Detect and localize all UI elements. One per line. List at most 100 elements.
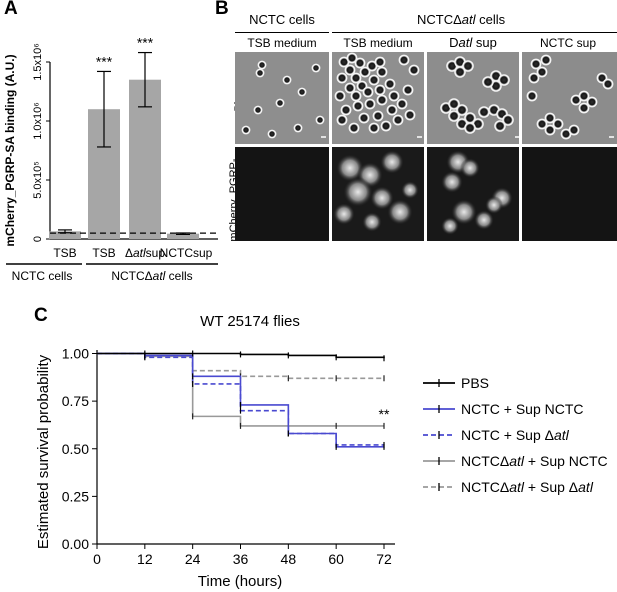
x-tick-label: 48 — [281, 551, 297, 567]
category-label: Δatlsup — [125, 246, 165, 260]
cell — [463, 61, 473, 71]
cell — [268, 130, 276, 138]
cell — [457, 119, 467, 129]
fluorescent-cell — [441, 217, 459, 235]
cell — [465, 123, 475, 133]
cell — [387, 105, 397, 115]
cell — [455, 57, 465, 67]
legend-label: NCTCΔatl + Sup Δatl — [461, 479, 594, 495]
cell — [276, 99, 284, 107]
cell — [553, 119, 563, 129]
fluorescent-cell — [343, 177, 373, 207]
cell — [369, 75, 379, 85]
x-tick-label: 12 — [137, 551, 153, 567]
cell — [367, 61, 377, 71]
y-tick-label: 0 — [32, 236, 44, 242]
fluorescent-cell — [333, 203, 355, 225]
cell — [377, 67, 387, 77]
cell — [587, 97, 597, 107]
cell — [373, 111, 383, 121]
column-label-tsb-2: TSB medium — [343, 36, 413, 50]
cell — [353, 101, 363, 111]
micrograph-panel: NCTC cells NCTCΔatl cells TSB medium TSB… — [228, 0, 617, 245]
cell — [389, 91, 399, 101]
cell — [455, 67, 465, 77]
cell — [347, 53, 357, 63]
category-label: NCTCsup — [160, 246, 213, 260]
cell — [495, 121, 505, 131]
group-label: NCTCΔatl cells — [111, 269, 192, 283]
header-nctc-atl-cells: NCTCΔatl cells — [417, 12, 506, 27]
column-label-nctc-sup: NCTC sup — [539, 36, 596, 50]
fluorescent-cell — [401, 181, 419, 199]
cell — [312, 64, 320, 72]
survival-line — [97, 352, 384, 448]
fluor-image-1 — [235, 147, 329, 241]
cell — [345, 83, 355, 93]
panel-letter-a: A — [4, 0, 18, 19]
cell — [457, 105, 467, 115]
fluorescent-cell — [460, 158, 480, 178]
legend-label: NCTCΔatl + Sup NCTC — [461, 453, 608, 469]
cell — [569, 125, 579, 135]
cell — [479, 107, 489, 117]
cell — [294, 124, 302, 132]
cell — [258, 61, 266, 69]
cell — [447, 61, 457, 71]
fluorescent-cell — [474, 210, 494, 230]
survival-chart: WT 25174 flies 0.00 0.25 0.50 0.75 1.00 0 12 24 3… — [35, 313, 608, 590]
cell — [357, 81, 367, 91]
cell — [381, 121, 391, 131]
cell — [531, 59, 541, 69]
cell — [537, 119, 547, 129]
cell — [499, 75, 509, 85]
cell — [256, 69, 264, 77]
fluorescent-cell — [451, 199, 477, 225]
significance-label: *** — [96, 53, 113, 69]
cell — [393, 115, 403, 125]
x-tick-label: 0 — [93, 551, 101, 567]
cell — [399, 55, 409, 65]
y-tick-label: 0.25 — [62, 488, 89, 504]
fluor-image-4 — [522, 147, 617, 241]
cell — [254, 106, 262, 114]
cell — [597, 73, 607, 83]
bar — [167, 233, 199, 239]
cell — [349, 123, 359, 133]
column-label-tsb-1: TSB medium — [247, 36, 317, 50]
header-line-left — [235, 32, 329, 33]
cell — [351, 91, 361, 101]
group-label: NCTC cells — [12, 269, 73, 283]
cell — [351, 73, 361, 83]
cell — [491, 81, 501, 91]
bar — [49, 231, 81, 239]
cell — [365, 99, 375, 109]
cell — [375, 57, 385, 67]
legend-label: NCTC + Sup NCTC — [461, 401, 584, 417]
cell — [465, 113, 475, 123]
cell — [341, 105, 351, 115]
fluorescent-cell — [370, 186, 394, 210]
cell — [545, 113, 555, 123]
cell — [529, 73, 539, 83]
cell — [571, 95, 581, 105]
cell — [363, 87, 373, 97]
y-tick-label: 0.00 — [62, 536, 89, 552]
cell — [527, 91, 537, 101]
y-tick-label: 1.0x10⁶ — [32, 102, 44, 140]
significance-label: ** — [379, 406, 390, 422]
y-tick-label: 5.0x10⁵ — [32, 161, 44, 199]
cell — [579, 103, 589, 113]
cell — [283, 76, 291, 84]
cell — [385, 79, 395, 89]
cell — [337, 115, 347, 125]
header-nctc-cells: NCTC cells — [249, 12, 315, 27]
cell — [405, 110, 415, 120]
bar-chart: 0 5.0x10⁵ 1.0x10⁶ 1.5x10⁶ mCherry_PGRP-SA bi… — [3, 35, 218, 283]
category-label: TSB — [53, 246, 76, 260]
x-tick-label: 24 — [185, 551, 201, 567]
fluorescent-cell — [387, 199, 413, 225]
panel-letter-b: B — [215, 0, 229, 19]
header-line-right — [332, 32, 617, 33]
cell — [537, 67, 547, 77]
